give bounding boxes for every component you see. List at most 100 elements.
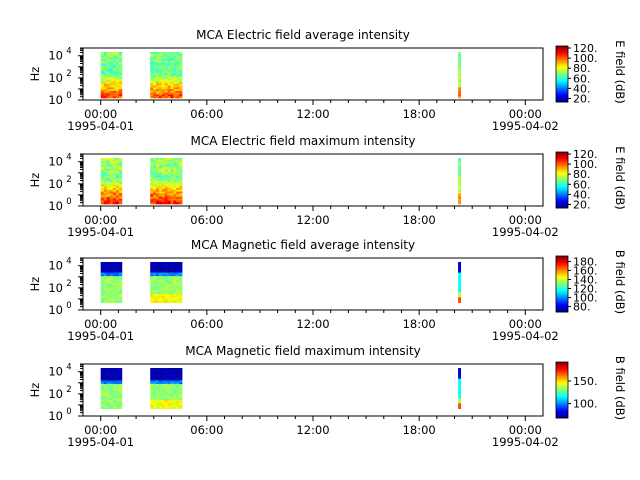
heatmap-cell <box>106 265 111 268</box>
heatmap-cell <box>106 369 111 372</box>
heatmap-cell <box>153 265 157 268</box>
colorbar-swatch <box>556 272 568 275</box>
heatmap-cell <box>118 270 123 273</box>
heatmap-cell <box>153 198 157 201</box>
heatmap-cell <box>458 66 462 69</box>
heatmap-cell <box>150 396 154 399</box>
heatmap-cell <box>156 161 160 164</box>
heatmap-cell <box>164 286 168 289</box>
heatmap-cell <box>109 92 114 95</box>
heatmap-cell <box>115 87 120 90</box>
heatmap-cell <box>179 385 183 388</box>
heatmap-cell <box>164 60 168 63</box>
heatmap-cell <box>173 272 177 275</box>
heatmap-cell <box>106 267 111 270</box>
heatmap-cell <box>161 198 166 201</box>
heatmap-cell <box>158 196 163 199</box>
heatmap-cell <box>164 67 168 70</box>
heatmap-cell <box>458 166 462 169</box>
heatmap-cell <box>179 376 183 379</box>
heatmap-cell <box>103 396 108 399</box>
heatmap-cell <box>153 391 157 394</box>
heatmap-cell <box>112 281 117 284</box>
heatmap-cell <box>112 57 117 60</box>
heatmap-cell <box>100 405 105 408</box>
heatmap-cell <box>100 73 105 76</box>
colorbar-tick-label: 160. <box>573 264 598 277</box>
heatmap-cell <box>161 55 166 58</box>
heatmap-cell <box>112 166 117 169</box>
heatmap-cell <box>156 82 160 85</box>
heatmap-cell <box>150 276 154 279</box>
heatmap-cell <box>179 173 183 176</box>
heatmap-cell <box>173 82 177 85</box>
heatmap-cell <box>153 83 157 86</box>
heatmap-cell <box>109 182 114 185</box>
heatmap-cell <box>176 184 180 187</box>
heatmap-cell <box>118 55 123 58</box>
heatmap-cell <box>153 369 157 372</box>
heatmap-cell <box>109 198 114 201</box>
heatmap-cell <box>103 60 108 63</box>
heatmap-cell <box>112 94 117 97</box>
colorbar-tick-label: 80. <box>573 62 591 75</box>
heatmap-cell <box>112 172 117 175</box>
colorbar-tick-label: 80. <box>573 301 591 314</box>
heatmap-cell <box>156 281 160 284</box>
heatmap-cell <box>158 179 163 182</box>
heatmap-cell <box>164 392 168 395</box>
heatmap-cell <box>164 293 168 296</box>
heatmap-cell <box>153 168 157 171</box>
heatmap-cell <box>458 67 462 70</box>
heatmap-cell <box>118 175 123 178</box>
heatmap-cell <box>158 394 163 397</box>
heatmap-cell <box>106 71 111 74</box>
heatmap-cell <box>106 161 111 164</box>
heatmap-cell <box>112 165 117 168</box>
heatmap-cell <box>164 80 168 83</box>
heatmap-cell <box>179 80 183 83</box>
heatmap-cell <box>167 75 171 78</box>
heatmap-cell <box>106 168 111 171</box>
heatmap-cell <box>153 87 157 90</box>
heatmap-cell <box>118 188 123 191</box>
heatmap-cell <box>118 182 123 185</box>
heatmap-cell <box>170 188 174 191</box>
heatmap-cell <box>106 279 111 282</box>
heatmap-cell <box>161 89 166 92</box>
colorbar-swatch <box>556 300 568 303</box>
heatmap-cell <box>112 269 117 272</box>
heatmap-cell <box>109 378 114 381</box>
heatmap-cell <box>153 76 157 79</box>
y-tick-exponent: 0 <box>66 301 71 311</box>
heatmap-cell <box>167 283 171 286</box>
heatmap-cell <box>106 57 111 60</box>
heatmap-cell <box>103 406 108 409</box>
heatmap-cell <box>112 200 117 203</box>
colorbar-swatch <box>556 46 568 48</box>
heatmap-cell <box>167 392 171 395</box>
heatmap-cell <box>164 89 168 92</box>
heatmap-cell <box>158 368 163 371</box>
colorbar-frame <box>555 45 569 103</box>
heatmap-cell <box>100 186 105 189</box>
heatmap-cell <box>173 96 177 99</box>
heatmap-cell <box>179 175 183 178</box>
heatmap-cell <box>109 200 114 203</box>
heatmap-cell <box>170 60 174 63</box>
heatmap-cell <box>176 73 180 76</box>
heatmap-cell <box>115 64 120 67</box>
heatmap-cell <box>109 64 114 67</box>
colorbar-swatch <box>556 268 568 271</box>
heatmap-cell <box>150 198 154 201</box>
heatmap-cell <box>173 80 177 83</box>
heatmap-cell <box>100 189 105 192</box>
heatmap-cell <box>150 195 154 198</box>
heatmap-cell <box>164 403 168 406</box>
heatmap-cell <box>156 285 160 288</box>
colorbar-swatch <box>556 295 568 297</box>
heatmap-cell <box>115 168 120 171</box>
heatmap-cell <box>103 177 108 180</box>
heatmap-cell <box>153 175 157 178</box>
heatmap-cell <box>150 181 154 184</box>
